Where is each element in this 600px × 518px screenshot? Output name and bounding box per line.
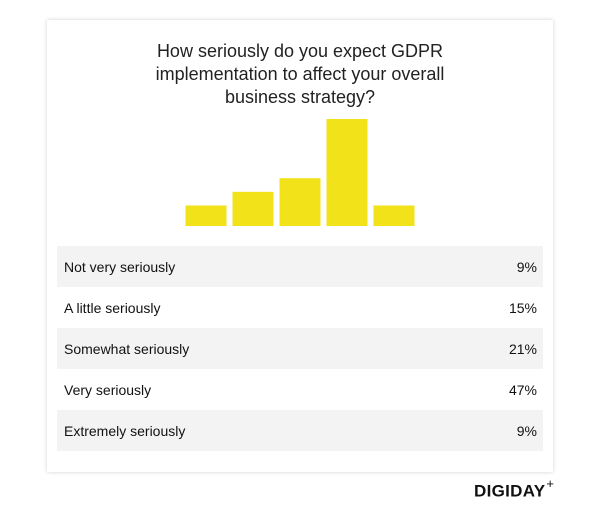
table-row: Very seriously 47% — [57, 369, 543, 410]
category-label: A little seriously — [64, 299, 161, 316]
bar-very-seriously — [326, 119, 368, 226]
bar-chart — [185, 119, 415, 226]
bar-a-little-seriously — [232, 191, 274, 226]
chart-title-line: implementation to affect your overall — [155, 64, 445, 84]
bar-somewhat-seriously — [279, 178, 321, 226]
category-label: Very seriously — [64, 381, 152, 398]
digiday-logo: DIGIDAY+ — [474, 476, 555, 502]
table-row: Extremely seriously 9% — [57, 410, 543, 451]
percent-label: 9% — [516, 258, 537, 275]
brand-plus-mark: + — [546, 476, 555, 491]
percent-label: 9% — [516, 422, 537, 439]
category-label: Not very seriously — [64, 258, 176, 275]
bar-extremely-seriously — [373, 205, 415, 226]
chart-card: How seriously do you expect GDPR impleme… — [47, 20, 553, 472]
category-label: Somewhat seriously — [64, 340, 190, 357]
chart-title-line: How seriously do you expect GDPR — [156, 41, 444, 61]
bar-not-very-seriously — [185, 205, 227, 226]
percent-label: 21% — [508, 340, 537, 357]
category-label: Extremely seriously — [64, 422, 186, 439]
percent-label: 15% — [508, 299, 537, 316]
brand-name: DIGIDAY — [474, 481, 546, 501]
response-table: Not very seriously 9% A little seriously… — [57, 246, 543, 451]
table-row: A little seriously 15% — [57, 287, 543, 328]
chart-title: How seriously do you expect GDPR impleme… — [47, 40, 553, 109]
chart-title-line: business strategy? — [224, 87, 376, 107]
table-row: Not very seriously 9% — [57, 246, 543, 287]
percent-label: 47% — [508, 381, 537, 398]
table-row: Somewhat seriously 21% — [57, 328, 543, 369]
